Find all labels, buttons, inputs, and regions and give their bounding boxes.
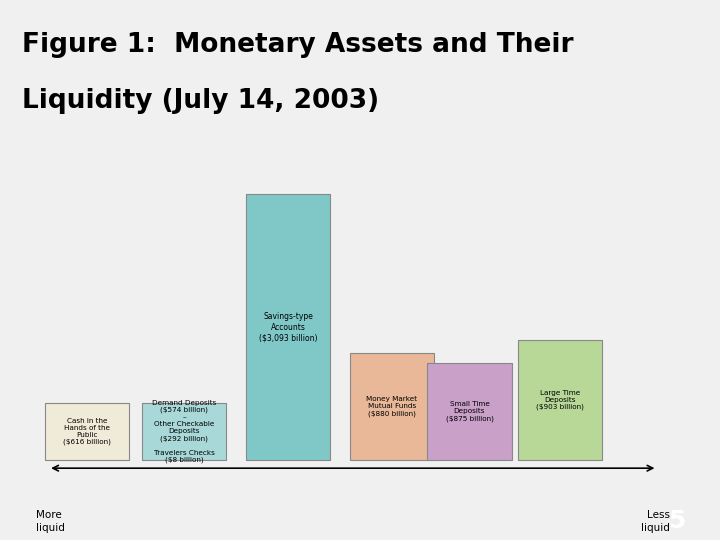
- Text: Figure 1:  Monetary Assets and Their: Figure 1: Monetary Assets and Their: [22, 32, 573, 58]
- FancyBboxPatch shape: [246, 194, 330, 460]
- FancyBboxPatch shape: [518, 340, 602, 460]
- Text: Large Time
Deposits
($903 billion): Large Time Deposits ($903 billion): [536, 390, 584, 410]
- Text: 5: 5: [668, 509, 685, 532]
- FancyBboxPatch shape: [45, 403, 130, 460]
- FancyBboxPatch shape: [350, 353, 434, 460]
- Text: Liquidity (July 14, 2003): Liquidity (July 14, 2003): [22, 88, 379, 114]
- Text: Small Time
Deposits
($875 billion): Small Time Deposits ($875 billion): [446, 401, 493, 422]
- Text: Money Market
Mutual Funds
($880 billion): Money Market Mutual Funds ($880 billion): [366, 396, 418, 417]
- Text: Demand Deposits
($574 billion)
–
Other Checkable
Deposits
($292 billion)

Travel: Demand Deposits ($574 billion) – Other C…: [152, 400, 217, 463]
- Text: Savings-type
Accounts
($3,093 billion): Savings-type Accounts ($3,093 billion): [258, 312, 318, 343]
- Text: Cash in the
Hands of the
Public
($616 billion): Cash in the Hands of the Public ($616 bi…: [63, 418, 111, 446]
- Text: Less
liquid: Less liquid: [641, 510, 670, 532]
- Text: More
liquid: More liquid: [36, 510, 65, 532]
- FancyBboxPatch shape: [428, 363, 512, 460]
- FancyBboxPatch shape: [143, 403, 227, 460]
